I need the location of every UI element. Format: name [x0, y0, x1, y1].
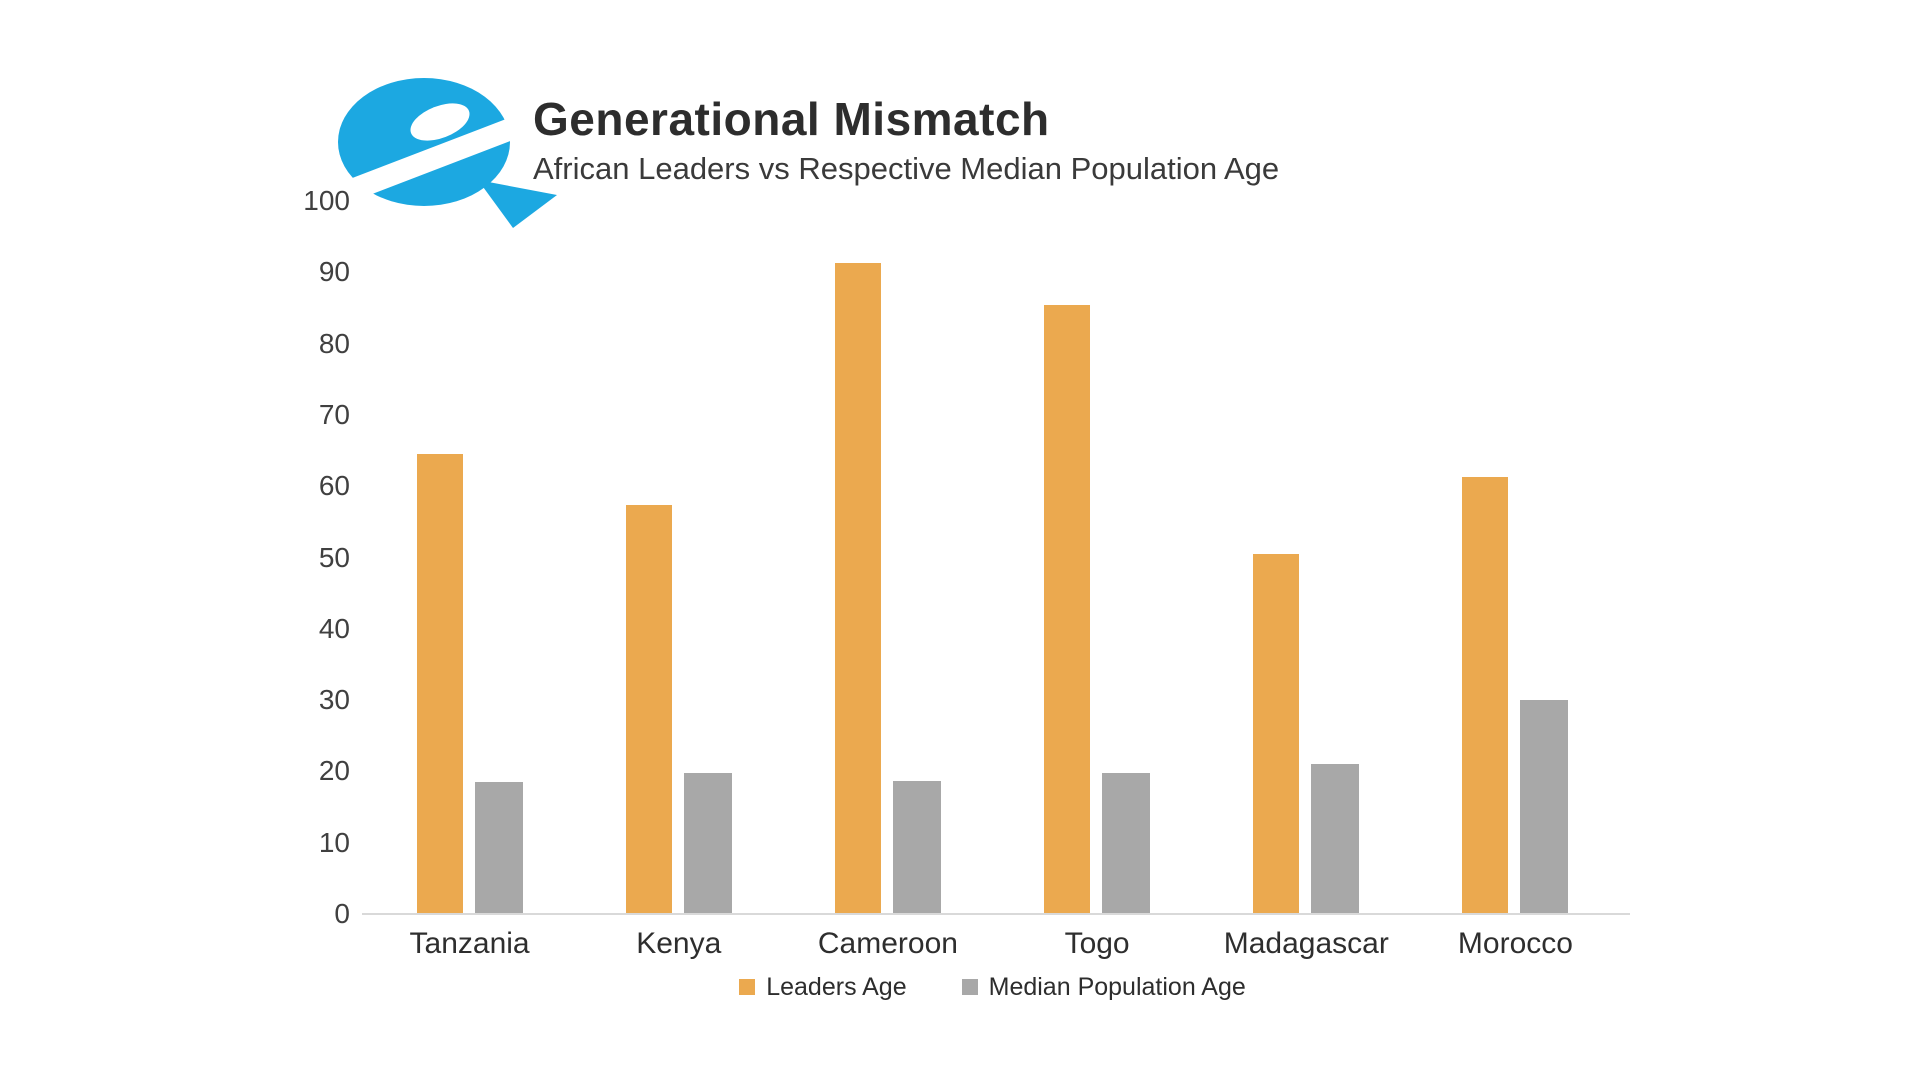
y-tick-label-50: 50	[318, 541, 350, 573]
x-axis-line	[362, 913, 1630, 915]
bar-leaders-age-cameroon	[834, 263, 881, 914]
bar-leaders-age-kenya	[625, 504, 672, 914]
bar-leaders-age-tanzania	[416, 454, 463, 914]
legend-label-leaders-age: Leaders Age	[766, 973, 907, 1001]
chart-legend: Leaders Age Median Population Age	[365, 972, 1620, 1002]
bar-group-kenya	[574, 201, 783, 914]
y-tick-label-30: 30	[318, 684, 350, 716]
bar-group-morocco	[1411, 201, 1620, 914]
bar-median-population-age-madagascar	[1311, 764, 1360, 914]
legend-label-median-population-age: Median Population Age	[988, 973, 1246, 1001]
y-tick-label-80: 80	[318, 327, 350, 359]
bar-group-cameroon	[783, 201, 992, 914]
plot-area	[365, 201, 1620, 914]
y-tick-label-40: 40	[318, 612, 350, 644]
x-label-tanzania: Tanzania	[409, 927, 530, 960]
legend-swatch-leaders-age	[739, 979, 756, 995]
chart-title: Generational Mismatch	[533, 93, 1050, 145]
x-axis-category-labels: Tanzania Kenya Cameroon Togo Madagascar Moroc…	[365, 926, 1620, 962]
y-tick-label-90: 90	[318, 256, 350, 288]
x-label-morocco: Morocco	[1457, 927, 1573, 960]
bar-median-population-age-togo	[1102, 772, 1151, 914]
brand-e-logo-icon	[336, 78, 557, 228]
bar-median-population-age-tanzania	[474, 782, 523, 914]
y-axis-tick-labels: 0 10 20 30 40 50 60 70 80 90 100	[240, 185, 350, 929]
y-tick-label-20: 20	[318, 755, 350, 787]
bar-leaders-age-togo	[1044, 305, 1091, 914]
y-tick-label-70: 70	[318, 398, 350, 430]
bar-group-tanzania	[365, 201, 574, 914]
bar-leaders-age-morocco	[1462, 476, 1509, 914]
bar-group-madagascar	[1202, 201, 1411, 914]
x-label-madagascar: Madagascar	[1223, 927, 1389, 960]
legend-item-leaders-age: Leaders Age	[739, 972, 907, 1002]
y-tick-label-0: 0	[334, 898, 350, 929]
x-label-kenya: Kenya	[636, 927, 722, 960]
bar-group-togo	[993, 201, 1202, 914]
legend-item-median-population-age: Median Population Age	[961, 972, 1246, 1002]
bar-median-population-age-cameroon	[892, 780, 941, 914]
bar-leaders-age-madagascar	[1253, 553, 1300, 914]
chart-header: Generational Mismatch African Leaders vs…	[533, 94, 1279, 188]
bar-median-population-age-kenya	[683, 772, 732, 914]
y-tick-label-10: 10	[318, 826, 350, 858]
legend-swatch-median-population-age	[961, 979, 978, 995]
bar-median-population-age-morocco	[1520, 700, 1569, 914]
y-tick-label-100: 100	[303, 185, 350, 216]
chart-subtitle: African Leaders vs Respective Median Pop…	[533, 151, 1280, 186]
x-label-cameroon: Cameroon	[817, 927, 958, 960]
x-label-togo: Togo	[1064, 927, 1130, 960]
y-tick-label-60: 60	[318, 470, 350, 502]
